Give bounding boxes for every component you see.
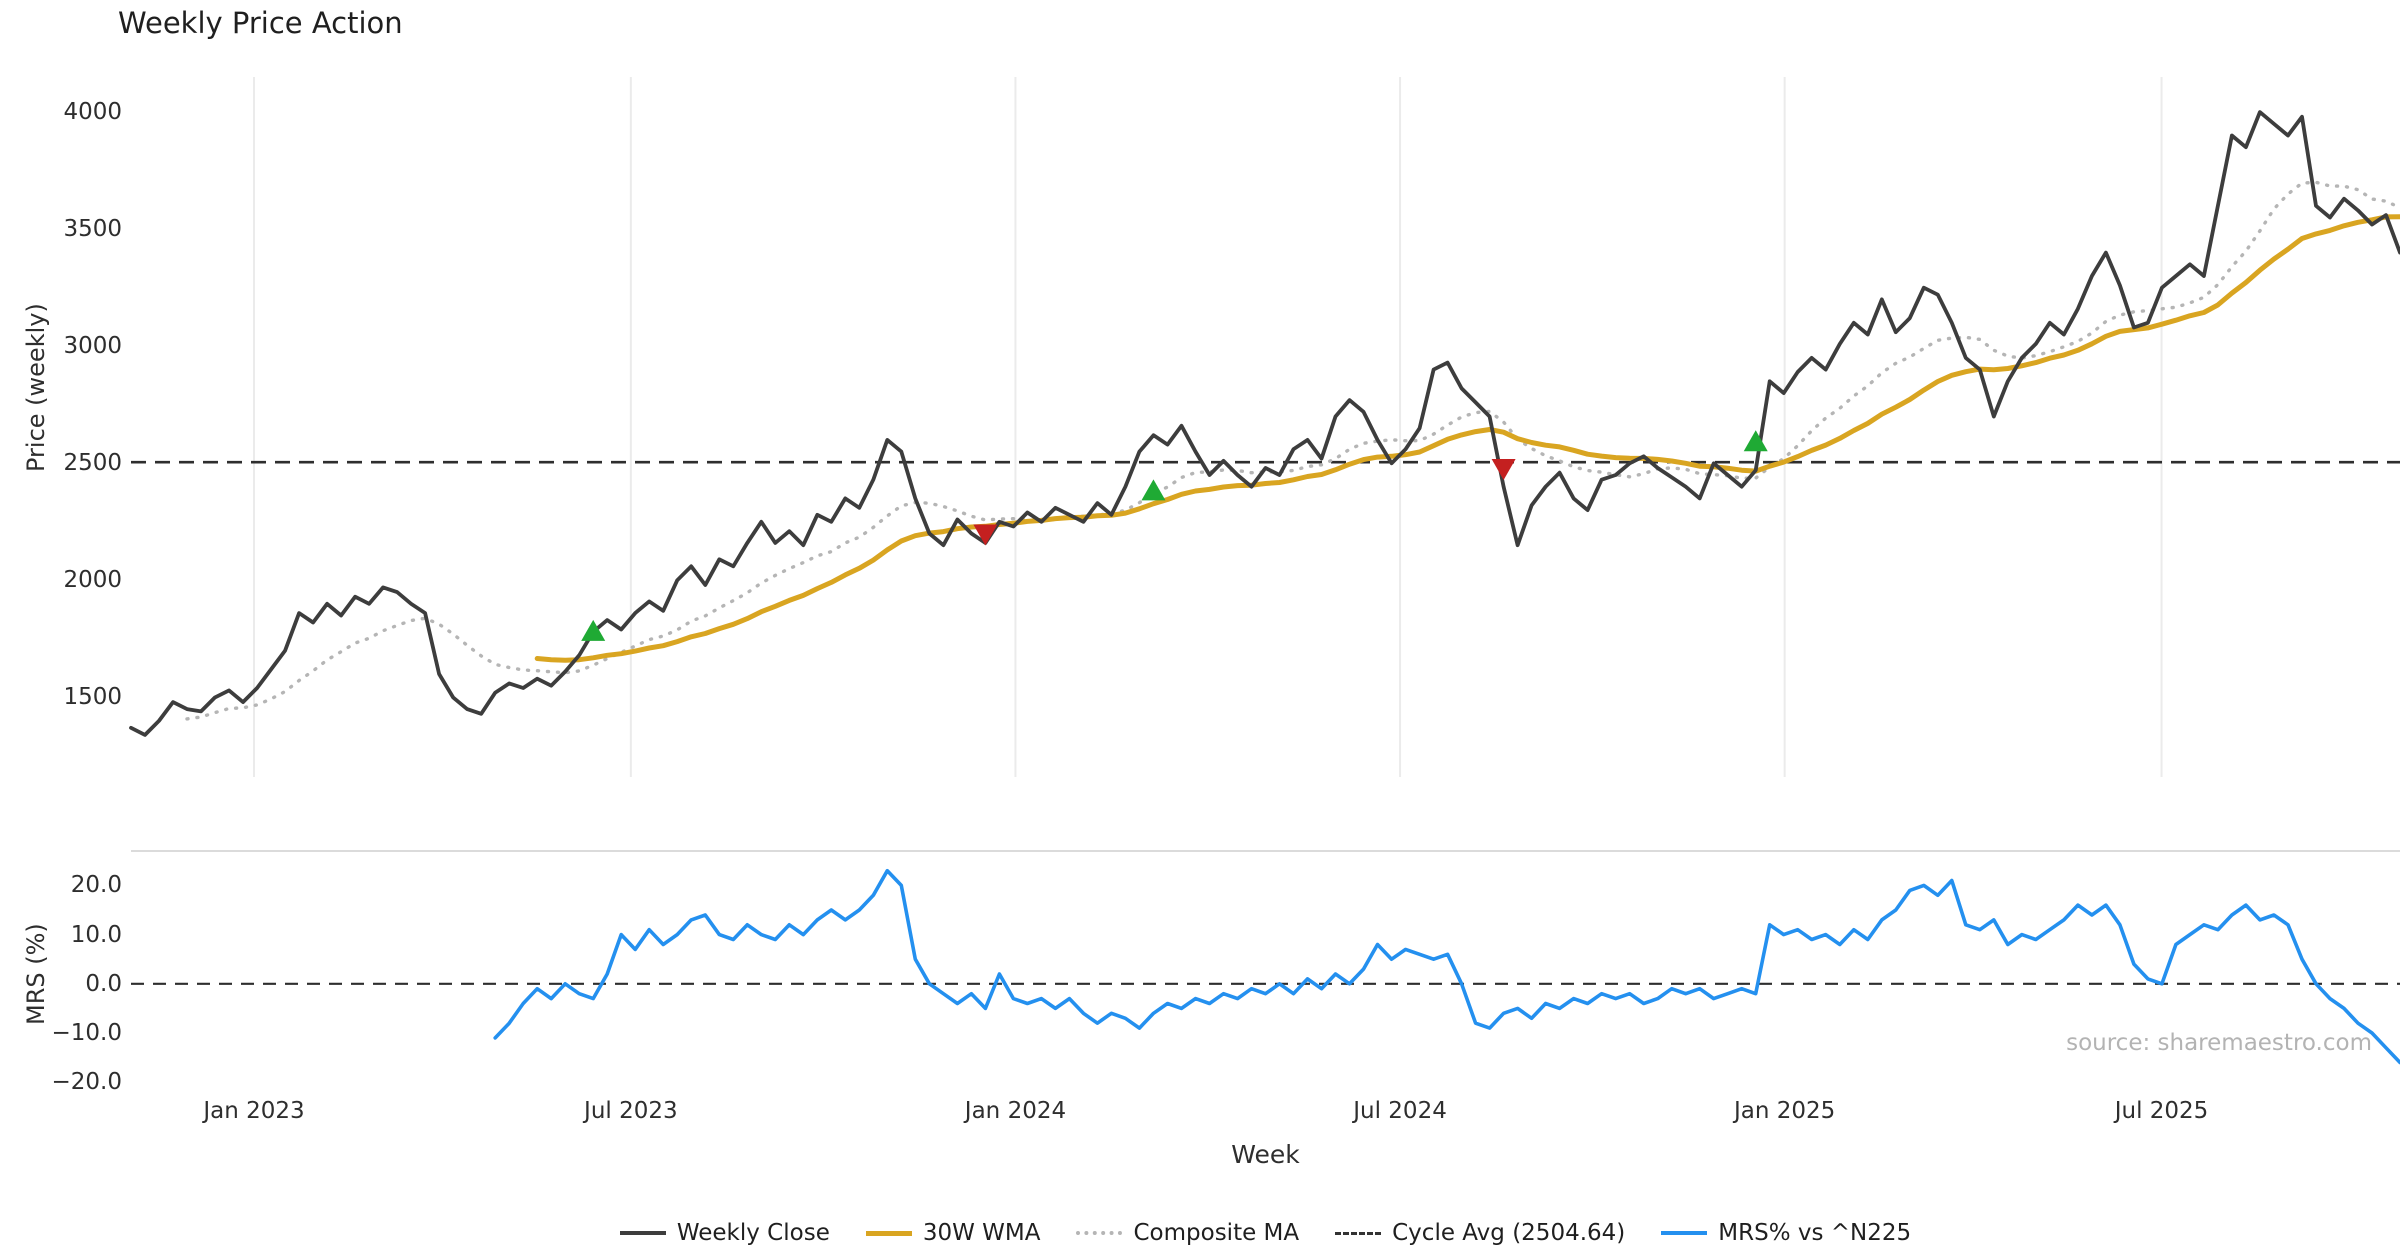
legend-line-sample [1661, 1231, 1708, 1235]
legend-item: Weekly Close [619, 1220, 830, 1246]
x-axis-label: Week [1231, 1140, 1300, 1169]
legend-label: Weekly Close [676, 1220, 830, 1246]
legend-label: 30W WMA [922, 1220, 1041, 1246]
source-note: source: sharemaestro.com [2066, 1030, 2372, 1056]
price-axis-label: Price (weekly) [22, 303, 50, 472]
chart-title: Weekly Price Action [118, 6, 403, 40]
legend-item: Composite MA [1076, 1220, 1299, 1246]
sell-signal-marker [1491, 458, 1516, 480]
mrs-axis-label: MRS (%) [22, 923, 50, 1025]
legend-line-sample [865, 1230, 912, 1236]
buy-signal-marker [1743, 430, 1768, 452]
mrs-line [493, 868, 2400, 1065]
composite-ma-line [185, 180, 2400, 721]
legend-line-sample [1076, 1231, 1123, 1235]
buy-signal-marker [581, 619, 606, 641]
weekly-close-line [129, 110, 2400, 737]
legend-label: MRS% vs ^N225 [1718, 1220, 1912, 1246]
wma-line [534, 214, 2400, 663]
legend-item: 30W WMA [865, 1220, 1041, 1246]
legend-line-sample [1335, 1231, 1382, 1235]
legend-label: Cycle Avg (2504.64) [1392, 1220, 1626, 1246]
legend: Weekly Close 30W WMA Composite MA Cycle Avg… [131, 1220, 2400, 1246]
buy-signal-marker [1141, 479, 1166, 501]
legend-label: Composite MA [1133, 1220, 1300, 1246]
sell-signal-marker [973, 524, 998, 546]
legend-item: Cycle Avg (2504.64) [1335, 1220, 1625, 1246]
legend-item: MRS% vs ^N225 [1661, 1220, 1911, 1246]
legend-line-sample [619, 1231, 666, 1235]
